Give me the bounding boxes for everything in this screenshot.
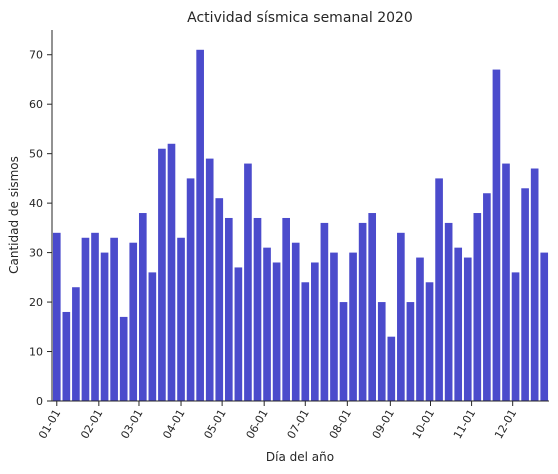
bar [272, 262, 281, 401]
y-tick-label: 10 [29, 346, 43, 359]
bar [62, 311, 71, 401]
y-tick-label: 20 [29, 296, 43, 309]
bar [205, 158, 214, 401]
chart-title: Actividad sísmica semanal 2020 [187, 10, 413, 26]
y-tick-label: 70 [29, 49, 43, 62]
bar [339, 302, 348, 401]
bar [167, 143, 176, 401]
bar [224, 217, 233, 401]
x-tick-label: 02-01 [78, 407, 105, 441]
x-tick-label: 04-01 [160, 407, 187, 441]
x-tick-label: 06-01 [244, 407, 271, 441]
bar [215, 198, 224, 401]
bar [119, 316, 128, 401]
bar [72, 287, 80, 401]
bar [511, 272, 520, 401]
x-tick-label: 09-01 [370, 407, 397, 441]
bar [110, 237, 118, 401]
x-axis-label: Día del año [266, 450, 334, 464]
y-tick-label: 40 [29, 197, 43, 210]
bar [435, 178, 443, 401]
bar [425, 282, 434, 401]
bar [358, 222, 367, 401]
y-tick-label: 60 [29, 98, 43, 111]
bar [291, 242, 300, 401]
y-tick-label: 0 [36, 395, 43, 408]
bar [138, 213, 147, 401]
x-tick-label: 07-01 [285, 407, 312, 441]
bar [387, 336, 396, 401]
bar [473, 213, 482, 401]
y-axis-ticks: 0 10 20 30 40 50 60 70 [29, 49, 52, 408]
bar [397, 232, 405, 401]
y-tick-label: 30 [29, 247, 43, 260]
bar [320, 222, 329, 401]
bar [196, 49, 204, 401]
y-axis-label: Cantidad de sismos [7, 156, 21, 274]
x-tick-label: 08-01 [327, 407, 354, 441]
bar [148, 272, 157, 401]
bar [349, 252, 357, 401]
bar [301, 282, 310, 401]
bar [91, 232, 99, 401]
x-axis-ticks: 01-01 02-01 03-01 04-01 05-01 06-01 07-01 08-01… [36, 401, 519, 441]
x-tick-label: 11-01 [451, 407, 478, 441]
x-tick-label: 01-01 [36, 407, 63, 441]
bar [444, 222, 453, 401]
bar [530, 168, 539, 401]
bar [416, 257, 424, 401]
bar [282, 217, 290, 401]
x-tick-label: 05-01 [201, 407, 228, 441]
x-tick-label: 12-01 [492, 407, 519, 441]
bar [253, 217, 262, 401]
bar [52, 232, 61, 401]
bar [540, 252, 549, 401]
bar [502, 163, 510, 401]
bar [330, 252, 338, 401]
x-tick-label: 03-01 [118, 407, 145, 441]
bar [81, 237, 90, 401]
bar [483, 193, 491, 401]
bar [521, 188, 529, 401]
bar [234, 267, 243, 401]
bar [368, 213, 377, 401]
bar [100, 252, 109, 401]
y-tick-label: 50 [29, 148, 43, 161]
bar [158, 148, 166, 401]
bar [263, 247, 271, 401]
bar [492, 69, 501, 401]
bar [244, 163, 252, 401]
bar [377, 302, 386, 401]
x-tick-label: 10-01 [410, 407, 437, 441]
bar [406, 302, 415, 401]
bar [454, 247, 463, 401]
bar [186, 178, 195, 401]
bars-group [52, 49, 549, 401]
bar [311, 262, 319, 401]
bar [463, 257, 472, 401]
bar [129, 242, 138, 401]
bar [177, 237, 185, 401]
